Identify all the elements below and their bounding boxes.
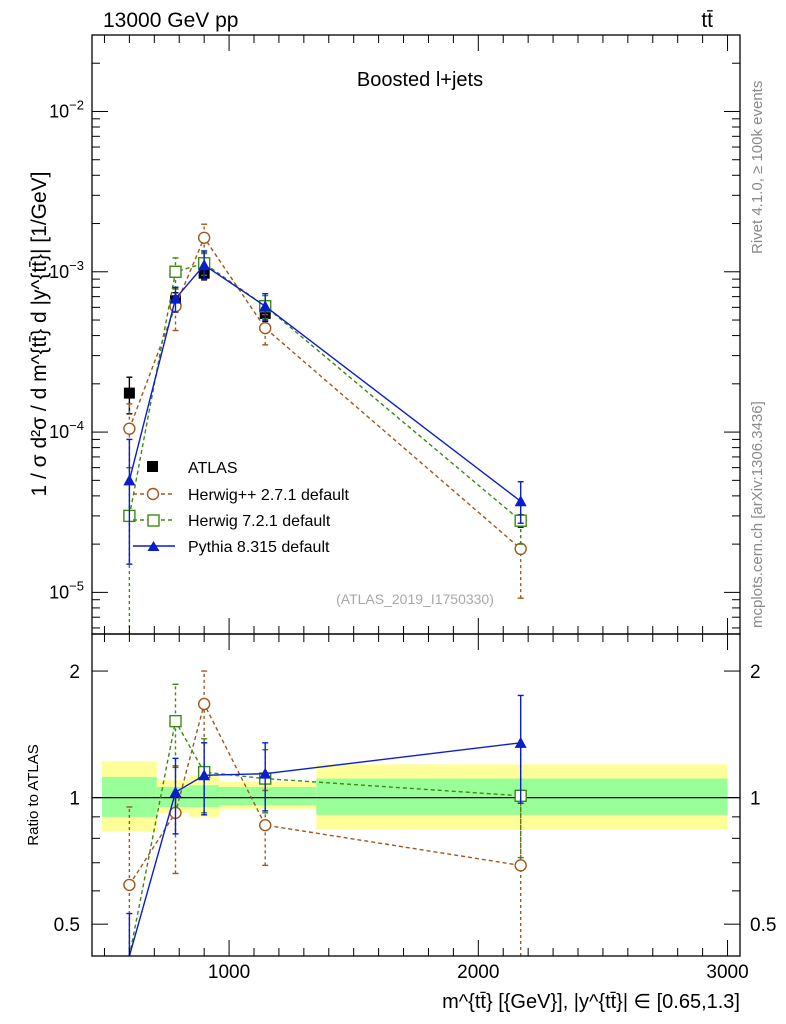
main-y-axis-title: 1 / σ d²σ / d m^{tt̄} d |y^{tt̄}| [1/GeV… xyxy=(28,171,51,496)
legend-marker-herwig7 xyxy=(147,514,160,527)
main-panel: 10−5 10−4 10−3 10−2 Boosted l+jets (ATLAS_2… xyxy=(28,34,741,635)
ratio-band-inner xyxy=(219,786,317,806)
panel-title: Boosted l+jets xyxy=(357,69,483,91)
x-tick-label: 1000 xyxy=(208,962,250,983)
legend-label-pythia: Pythia 8.315 default xyxy=(188,539,330,556)
ratio-line-herwig7 xyxy=(128,719,521,957)
ratio-point-pythia xyxy=(169,786,182,798)
rivet-version-label: Rivet 4.1.0, ≥ 100k events xyxy=(749,81,766,254)
legend-item-herwigpp: Herwig++ 2.7.1 default xyxy=(133,487,350,504)
legend-label-atlas: ATLAS xyxy=(188,460,238,477)
ratio-axis-ticks: 0.5 0.5 1 1 2 2 1000 2000 3000 xyxy=(54,634,776,983)
legend-item-atlas: ATLAS xyxy=(147,460,238,477)
ratio-point-pythia xyxy=(198,769,211,781)
main-point-herwigpp xyxy=(123,422,136,435)
ratio-y-axis-label: Ratio to ATLAS xyxy=(25,744,42,845)
main-point-pythia xyxy=(514,495,527,507)
main-point-herwigpp xyxy=(514,542,527,556)
main-y-axis-label: 1 / σ d²σ / d m^{tt̄} d |y^{tt̄}| [1/GeV… xyxy=(28,171,51,496)
energy-label: 13000 GeV pp xyxy=(103,9,238,32)
main-point-pythia xyxy=(169,292,182,304)
legend: ATLAS Herwig++ 2.7.1 default Herwig 7.2.… xyxy=(133,460,350,556)
main-plot-area xyxy=(123,223,527,634)
legend-marker-atlas xyxy=(147,461,158,472)
ratio-panel-frame xyxy=(91,633,741,957)
ratio-y-tick-label-right: 2 xyxy=(750,662,761,683)
ratio-point-herwig7 xyxy=(169,714,182,728)
x-tick-label: 3000 xyxy=(706,962,748,983)
main-point-herwigpp xyxy=(259,321,272,335)
main-point-pythia xyxy=(123,474,136,486)
ratio-point-pythia xyxy=(259,767,272,779)
legend-marker-herwigpp xyxy=(146,487,160,501)
ratio-point-herwigpp xyxy=(123,878,136,892)
main-line-herwig7 xyxy=(128,262,522,522)
ratio-point-herwigpp xyxy=(197,697,211,711)
ratio-y-tick-label: 2 xyxy=(69,662,80,683)
ratio-point-pythia xyxy=(514,736,527,748)
x-tick-label: 2000 xyxy=(457,962,499,983)
main-y-tick-label: 10−2 xyxy=(49,97,84,121)
main-y-tick-label: 10−3 xyxy=(49,258,84,282)
main-y-tick-label: 10−4 xyxy=(49,418,84,442)
process-label: tt̄ xyxy=(701,9,713,32)
main-y-tick-label: 10−5 xyxy=(49,578,84,602)
main-point-herwigpp xyxy=(197,231,211,244)
main-y-ticks: 10−5 10−4 10−3 10−2 xyxy=(49,34,740,634)
main-point-pythia xyxy=(198,259,211,271)
x-axis-label: m^{tt̄} [{GeV}], |y^{tt̄}| ∈ [0.65,1.3] xyxy=(442,991,740,1013)
legend-marker-pythia xyxy=(147,541,160,551)
ratio-y-tick-label-right: 0.5 xyxy=(750,915,776,936)
legend-item-pythia: Pythia 8.315 default xyxy=(133,539,330,556)
ratio-point-herwigpp xyxy=(514,859,527,872)
ratio-point-herwigpp xyxy=(259,818,272,832)
ratio-plot-area xyxy=(92,670,740,957)
legend-label-herwigpp: Herwig++ 2.7.1 default xyxy=(188,487,350,504)
ratio-y-tick-label: 0.5 xyxy=(54,915,80,936)
main-point-herwig7 xyxy=(169,265,182,278)
ratio-y-tick-label-right: 1 xyxy=(750,789,761,810)
ratio-y-tick-label: 1 xyxy=(69,789,80,810)
main-point-data xyxy=(123,387,135,399)
analysis-tag: (ATLAS_2019_I1750330) xyxy=(336,591,494,607)
mcplots-label: mcplots.cern.ch [arXiv:1306.3436] xyxy=(749,401,766,628)
legend-item-herwig7: Herwig 7.2.1 default xyxy=(133,513,331,530)
ratio-panel: 0.5 0.5 1 1 2 2 1000 2000 3000 Ratio to ATLAS m^… xyxy=(25,633,776,1013)
legend-label-herwig7: Herwig 7.2.1 default xyxy=(188,513,331,530)
main-point-pythia xyxy=(259,300,272,312)
